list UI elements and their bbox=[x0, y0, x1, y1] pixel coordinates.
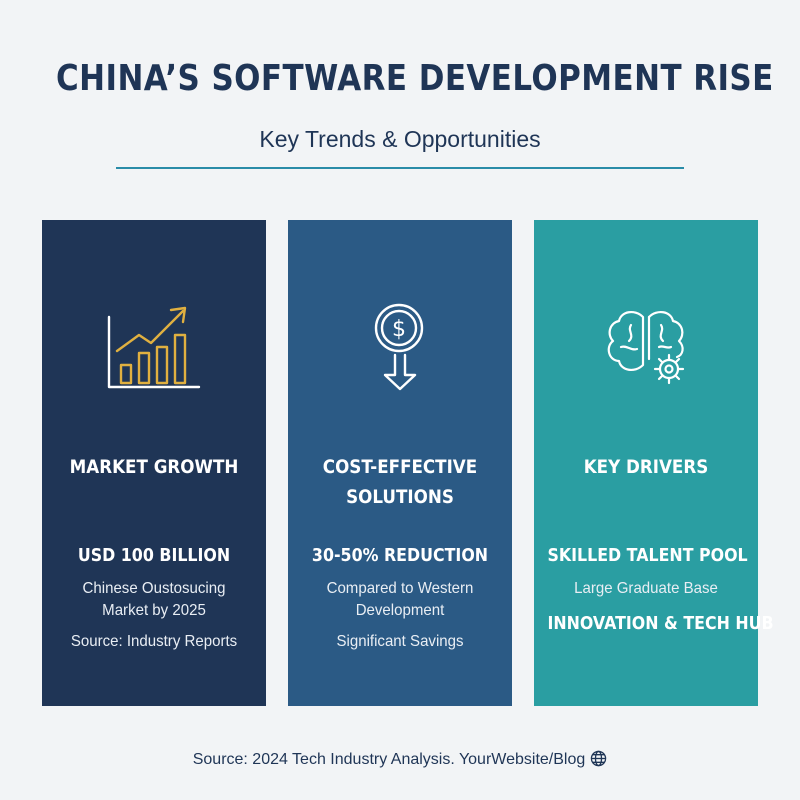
svg-text:$: $ bbox=[392, 317, 406, 342]
card-note: Significant Savings bbox=[336, 633, 464, 650]
card-key-drivers: KEY DRIVERS SKILLED TALENT POOL Large Gr… bbox=[534, 220, 774, 706]
page-subtitle: Key Trends & Opportunities bbox=[259, 126, 541, 152]
card-heading: MARKET GROWTH bbox=[69, 456, 239, 478]
card-cost-effective: $ COST-EFFECTIVE SOLUTIONS 30-50% REDUCT… bbox=[288, 220, 512, 706]
growth-chart-icon bbox=[107, 306, 201, 389]
page-title: CHINA’S SOFTWARE DEVELOPMENT RISE bbox=[56, 58, 774, 99]
footer: Source: 2024 Tech Industry Analysis. You… bbox=[0, 750, 800, 772]
card-stat: SKILLED TALENT POOL bbox=[547, 545, 748, 566]
card-stat: USD 100 BILLION bbox=[77, 545, 231, 566]
card-detail: Chinese Oustosucing Market by 2025 bbox=[82, 580, 226, 619]
title-divider bbox=[116, 167, 684, 169]
card-detail: Compared to Western Development bbox=[326, 580, 474, 619]
card-stat: 30-50% REDUCTION bbox=[311, 545, 489, 566]
footer-text: Source: 2024 Tech Industry Analysis. You… bbox=[192, 751, 586, 768]
card-note: Source: Industry Reports bbox=[70, 633, 238, 650]
dollar-down-arrow-icon: $ bbox=[374, 303, 424, 391]
card-market-growth: MARKET GROWTH USD 100 BILLION Chinese Ou… bbox=[42, 220, 266, 706]
globe-icon bbox=[590, 750, 607, 772]
card-detail: Large Graduate Base bbox=[574, 580, 718, 597]
brain-gear-icon bbox=[607, 311, 685, 385]
card-heading: COST-EFFECTIVE SOLUTIONS bbox=[322, 456, 478, 508]
card-heading: KEY DRIVERS bbox=[583, 456, 709, 478]
card-stat-secondary: INNOVATION & TECH HUB bbox=[547, 613, 774, 634]
